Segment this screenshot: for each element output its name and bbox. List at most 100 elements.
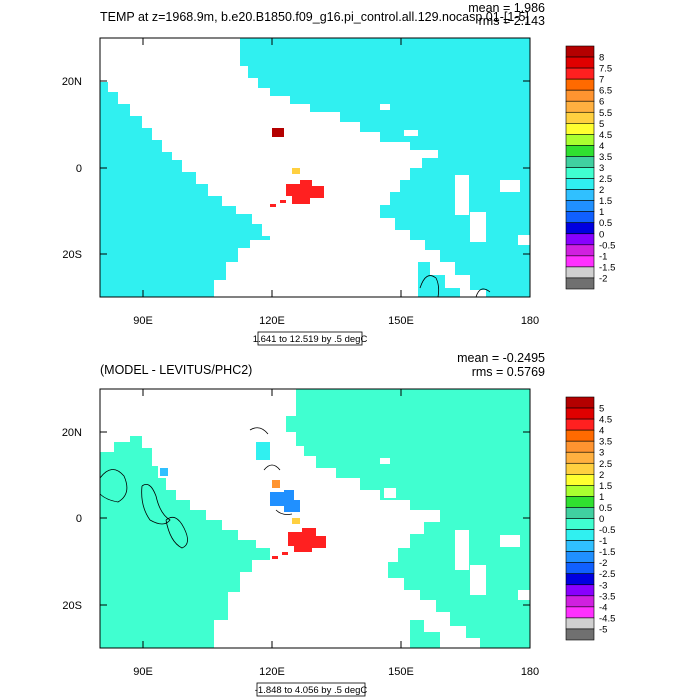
colorbar-swatch xyxy=(565,222,595,235)
island xyxy=(500,535,520,547)
colorbar-label: 7 xyxy=(599,75,604,86)
colorbar-label: -2 xyxy=(599,558,607,569)
ocean-region-west xyxy=(100,436,270,648)
colorbar-swatch xyxy=(565,277,595,290)
island xyxy=(380,104,390,110)
colorbar-label: 6 xyxy=(599,97,604,108)
ocean-region-west xyxy=(100,82,270,297)
y-axis xyxy=(100,80,530,255)
stat-rms: rms = 0.5769 xyxy=(472,365,545,379)
colorbar-swatch xyxy=(565,156,595,168)
y-tick-label: 20N xyxy=(62,76,82,88)
ocean-region-east xyxy=(240,38,530,297)
colorbar-label: 2.5 xyxy=(599,174,612,185)
panel-bottom: (MODEL - LEVITUS/PHC2) mean = -0.2495 rm… xyxy=(62,351,615,697)
colorbar-label: -3 xyxy=(599,580,607,591)
colorbar-swatch xyxy=(565,89,595,102)
panel-top: TEMP at z=1968.9m, b.e20.B1850.f09_g16.p… xyxy=(62,1,615,346)
colorbar-swatch xyxy=(565,123,595,135)
y-tick-label: 0 xyxy=(76,513,82,525)
colorbar-label: -4 xyxy=(599,602,607,613)
ocean-region-south xyxy=(418,262,460,297)
warm-patch xyxy=(292,168,300,174)
warm-patch xyxy=(272,556,278,559)
colorbar-label: 1.5 xyxy=(599,481,612,492)
warm-patch xyxy=(272,128,284,137)
x-axis xyxy=(142,38,531,297)
x-tick-label: 180 xyxy=(521,666,539,678)
colorbar-swatch xyxy=(565,573,595,586)
map-area xyxy=(100,389,530,648)
colorbar-swatch xyxy=(565,418,595,431)
colorbar-label: 4.5 xyxy=(599,130,612,141)
colorbar-swatch xyxy=(565,200,595,212)
colorbar-swatch xyxy=(565,451,595,464)
colorbar-label: -2.5 xyxy=(599,569,615,580)
y-tick-label: 20N xyxy=(62,427,82,439)
colorbar-label: 5.5 xyxy=(599,108,612,119)
colorbar-label: 1.5 xyxy=(599,196,612,207)
colorbar-swatch xyxy=(565,266,595,279)
colorbar-swatch xyxy=(565,396,595,409)
colorbar-label: 0 xyxy=(599,514,604,525)
panel-title: (MODEL - LEVITUS/PHC2) xyxy=(100,363,252,377)
colorbar-label: 5 xyxy=(599,119,604,130)
colorbar-swatch xyxy=(565,529,595,541)
colorbar-label: 2 xyxy=(599,185,604,196)
colorbar-swatch xyxy=(565,474,595,486)
colorbar-label: 3.5 xyxy=(599,152,612,163)
colorbar-swatch xyxy=(565,496,595,508)
colorbar-label: 6.5 xyxy=(599,86,612,97)
colorbar-swatch xyxy=(565,562,595,575)
cool-patch xyxy=(270,490,300,512)
colorbar-swatch xyxy=(565,440,595,453)
range-note-box xyxy=(257,331,363,346)
island xyxy=(518,235,530,245)
colorbar-swatch xyxy=(565,628,595,641)
ocean-region-south xyxy=(410,620,440,648)
colorbar-swatch xyxy=(565,407,595,420)
colorbar-label: -1 xyxy=(599,536,607,547)
colorbar-label: 8 xyxy=(599,53,604,64)
colorbar-label: 0 xyxy=(599,229,604,240)
island xyxy=(384,488,396,498)
colorbar-label: 4 xyxy=(599,141,604,152)
colorbar-swatch xyxy=(565,485,595,497)
colorbar-swatch xyxy=(565,584,595,597)
colorbar-label: 3 xyxy=(599,448,604,459)
map-area xyxy=(100,38,530,297)
y-tick-label: 20S xyxy=(62,249,82,261)
colorbar-swatch xyxy=(565,134,595,146)
ocean-region-east xyxy=(286,389,530,648)
colorbar-swatch xyxy=(565,145,595,157)
colorbar-swatch xyxy=(565,45,595,58)
x-tick-label: 120E xyxy=(259,315,285,327)
stat-mean: mean = -0.2495 xyxy=(457,351,545,365)
colorbar-swatch xyxy=(565,167,595,179)
warm-patch xyxy=(286,180,324,204)
contour-line xyxy=(419,275,491,297)
x-tick-label: 150E xyxy=(388,315,414,327)
colorbar-swatch xyxy=(565,606,595,619)
warm-patch xyxy=(282,552,288,555)
colorbar-swatch xyxy=(565,507,595,519)
x-tick-label: 120E xyxy=(259,666,285,678)
colorbar-swatch xyxy=(565,211,595,224)
colorbar-swatch xyxy=(565,56,595,69)
island xyxy=(518,590,530,600)
colorbar-label: 2 xyxy=(599,470,604,481)
island xyxy=(500,180,520,192)
colorbar-swatch xyxy=(565,462,595,475)
colorbar-label: 2.5 xyxy=(599,459,612,470)
colorbar-label: -0.5 xyxy=(599,240,615,251)
island xyxy=(455,530,469,570)
colorbar-swatch xyxy=(565,67,595,80)
colorbar-label: -4.5 xyxy=(599,613,615,624)
colorbar-swatch xyxy=(565,518,595,530)
y-axis xyxy=(100,431,530,606)
warm-patch xyxy=(272,480,280,488)
colorbar-swatch xyxy=(565,178,595,190)
colorbar-swatch xyxy=(565,617,595,630)
colorbar-swatch xyxy=(565,100,595,113)
colorbar-label: 0.5 xyxy=(599,503,612,514)
